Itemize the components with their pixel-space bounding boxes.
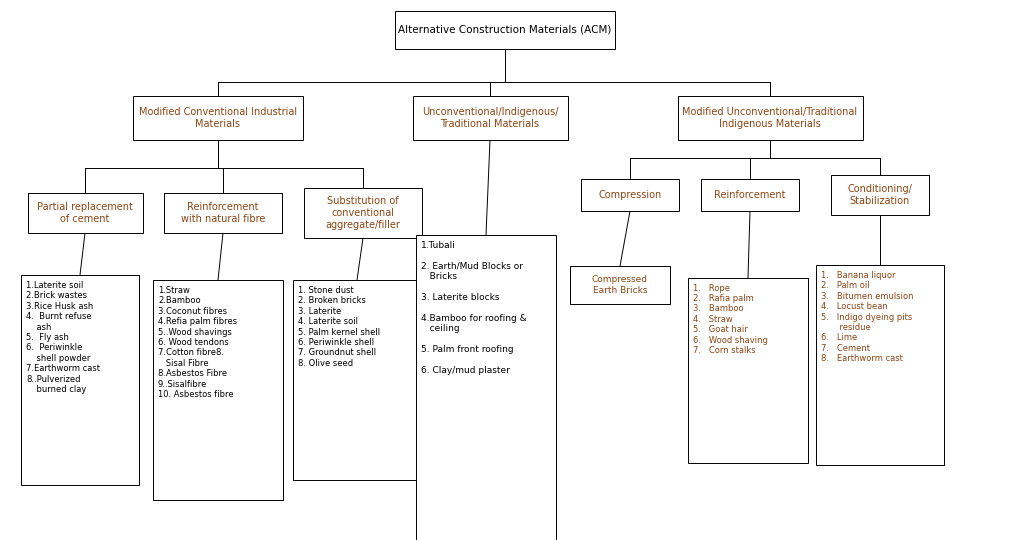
FancyBboxPatch shape — [816, 265, 944, 465]
Text: Conditioning/
Stabilization: Conditioning/ Stabilization — [847, 184, 912, 206]
FancyBboxPatch shape — [293, 280, 421, 480]
FancyBboxPatch shape — [416, 235, 556, 540]
FancyBboxPatch shape — [831, 175, 929, 215]
Text: Partial replacement
of cement: Partial replacement of cement — [37, 202, 133, 224]
Text: 1.Straw
2.Bamboo
3.Coconut fibres
4.Refia palm fibres
5..Wood shavings
6. Wood t: 1.Straw 2.Bamboo 3.Coconut fibres 4.Refi… — [158, 286, 237, 399]
FancyBboxPatch shape — [304, 188, 422, 238]
Text: Reinforcement: Reinforcement — [714, 190, 786, 200]
Text: Modified Unconventional/Traditional
Indigenous Materials: Modified Unconventional/Traditional Indi… — [683, 107, 857, 129]
Text: Compressed
Earth Bricks: Compressed Earth Bricks — [592, 275, 648, 295]
Text: 1.   Banana liquor
2.   Palm oil
3.   Bitumen emulsion
4.   Locust bean
5.   Ind: 1. Banana liquor 2. Palm oil 3. Bitumen … — [821, 271, 913, 363]
FancyBboxPatch shape — [395, 11, 615, 49]
Text: 1. Stone dust
2. Broken bricks
3. Laterite
4. Laterite soil
5. Palm kernel shell: 1. Stone dust 2. Broken bricks 3. Lateri… — [298, 286, 380, 368]
Text: 1.   Rope
2.   Rafia palm
3.   Bamboo
4.   Straw
5.   Goat hair
6.   Wood shavin: 1. Rope 2. Rafia palm 3. Bamboo 4. Straw… — [693, 284, 768, 355]
FancyBboxPatch shape — [688, 278, 808, 462]
FancyBboxPatch shape — [164, 193, 282, 233]
FancyBboxPatch shape — [701, 179, 799, 211]
Text: Alternative Construction Materials (ACM): Alternative Construction Materials (ACM) — [398, 25, 612, 35]
Text: 1.Tubali

2. Earth/Mud Blocks or
   Bricks

3. Laterite blocks

4.Bamboo for roo: 1.Tubali 2. Earth/Mud Blocks or Bricks 3… — [421, 241, 527, 375]
FancyBboxPatch shape — [678, 96, 863, 140]
FancyBboxPatch shape — [133, 96, 303, 140]
Text: Reinforcement
with natural fibre: Reinforcement with natural fibre — [181, 202, 266, 224]
Text: Unconventional/Indigenous/
Traditional Materials: Unconventional/Indigenous/ Traditional M… — [422, 107, 559, 129]
FancyBboxPatch shape — [412, 96, 568, 140]
Text: Modified Conventional Industrial
Materials: Modified Conventional Industrial Materia… — [139, 107, 297, 129]
FancyBboxPatch shape — [21, 275, 139, 485]
FancyBboxPatch shape — [581, 179, 679, 211]
FancyBboxPatch shape — [153, 280, 283, 500]
FancyBboxPatch shape — [570, 266, 670, 304]
Text: Substitution of
conventional
aggregate/filler: Substitution of conventional aggregate/f… — [325, 197, 400, 230]
Text: 1.Laterite soil
2.Brick wastes
3.Rice Husk ash
4.  Burnt refuse
    ash
5.  Fly : 1.Laterite soil 2.Brick wastes 3.Rice Hu… — [26, 281, 100, 394]
FancyBboxPatch shape — [27, 193, 142, 233]
Text: Compression: Compression — [598, 190, 662, 200]
